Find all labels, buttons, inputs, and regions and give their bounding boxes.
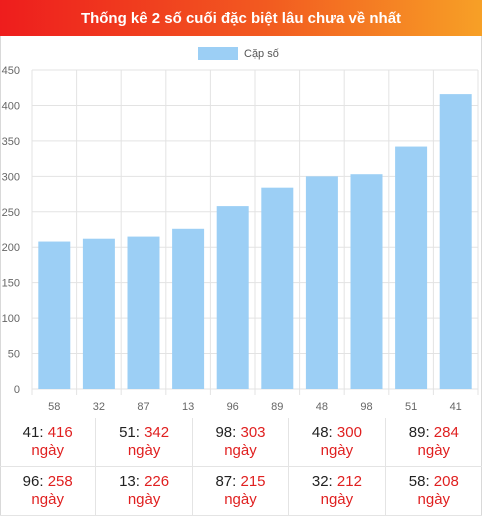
- y-tick-label: 100: [2, 313, 20, 325]
- table-cell: 89: 284 ngày: [385, 418, 482, 467]
- cell-line: 48: 300: [311, 424, 362, 441]
- bar-chart: 0 50 100 150 200 250 300 350 400 450 58 32 87 13 96 89 4…: [0, 36, 482, 418]
- y-tick-label: 350: [2, 136, 20, 148]
- y-tick-label: 150: [2, 278, 20, 290]
- y-tick-label: 200: [2, 242, 20, 254]
- bar: [127, 236, 160, 389]
- y-tick-label: 450: [2, 65, 20, 77]
- days-count: 342: [144, 424, 170, 441]
- days-unit: ngày: [417, 442, 451, 459]
- bar: [439, 94, 472, 389]
- pair-number: 51: [119, 424, 136, 441]
- days-count: 303: [240, 424, 266, 441]
- y-tick-label: 50: [8, 349, 20, 361]
- table-cell: 51: 342 ngày: [96, 418, 193, 467]
- cell-line: 87: 215: [215, 473, 266, 490]
- table-cell: 96: 258 ngày: [0, 467, 97, 516]
- days-count: 212: [336, 473, 362, 490]
- bar: [305, 176, 338, 389]
- cell-line: 98: 303: [215, 424, 266, 441]
- cell-line: 32: 212: [311, 473, 362, 490]
- cell-line: 13: 226: [119, 473, 170, 490]
- pair-number: 41: [22, 424, 40, 441]
- bar: [350, 174, 383, 389]
- days-unit: ngày: [31, 491, 64, 508]
- x-tick-label: 87: [137, 401, 149, 413]
- x-tick-label: 32: [93, 401, 105, 413]
- pair-number: 48: [311, 424, 329, 441]
- pair-number: 87: [215, 473, 233, 490]
- page-title: Thống kê 2 số cuối đặc biệt lâu chưa về …: [0, 0, 482, 36]
- legend-swatch: [198, 47, 238, 60]
- y-tick-label: 250: [2, 207, 20, 219]
- cell-line: 58: 208: [408, 473, 459, 490]
- x-tick-label: 48: [316, 401, 328, 413]
- bar: [82, 238, 115, 389]
- days-count: 258: [47, 473, 73, 490]
- days-unit: ngày: [127, 491, 161, 508]
- chart-svg: 0 50 100 150 200 250 300 350 400 450 58 32 87 13 96 89 4…: [2, 47, 479, 413]
- days-count: 300: [336, 424, 362, 441]
- days-count: 416: [47, 424, 73, 441]
- days-unit: ngày: [417, 491, 451, 508]
- x-tick-label: 13: [182, 401, 194, 413]
- days-count: 284: [433, 424, 459, 441]
- y-tick-label: 400: [2, 100, 20, 112]
- days-count: 208: [433, 473, 459, 490]
- days-unit: ngày: [320, 442, 354, 459]
- x-tick-label: 51: [405, 401, 417, 413]
- table-cell: 58: 208 ngày: [385, 467, 482, 516]
- bar: [172, 228, 205, 389]
- pair-number: 58: [408, 473, 426, 490]
- x-tick-label: 41: [450, 401, 462, 413]
- table-cell: 32: 212 ngày: [289, 467, 386, 516]
- table-cell: 41: 416 ngày: [0, 418, 97, 467]
- table-cell: 98: 303 ngày: [192, 418, 290, 467]
- days-unit: ngày: [224, 491, 257, 508]
- table-cell: 48: 300 ngày: [289, 418, 386, 467]
- stats-table: 41: 416 ngày 51: 342 ngày 98: 303 ngày 4…: [0, 418, 482, 516]
- cell-line: 41: 416: [22, 424, 73, 441]
- bar: [395, 146, 428, 389]
- bar: [38, 241, 71, 389]
- pair-number: 13: [119, 473, 136, 490]
- cell-line: 51: 342: [119, 424, 170, 441]
- legend-label: Cặp số: [244, 48, 279, 60]
- cell-line: 89: 284: [408, 424, 459, 441]
- days-unit: ngày: [320, 491, 354, 508]
- bar: [261, 187, 294, 389]
- y-tick-label: 0: [14, 384, 20, 396]
- pair-number: 96: [22, 473, 40, 490]
- pair-number: 89: [408, 424, 426, 441]
- cell-line: 96: 258: [22, 473, 73, 490]
- x-tick-label: 89: [271, 401, 283, 413]
- y-tick-label: 300: [2, 171, 20, 183]
- days-count: 215: [240, 473, 266, 490]
- days-unit: ngày: [31, 442, 64, 459]
- table-cell: 87: 215 ngày: [192, 467, 290, 516]
- days-unit: ngày: [127, 442, 161, 459]
- x-tick-label: 58: [48, 401, 60, 413]
- page-title-text: Thống kê 2 số cuối đặc biệt lâu chưa về …: [80, 9, 402, 27]
- bar: [216, 206, 249, 389]
- pair-number: 98: [215, 424, 233, 441]
- days-count: 226: [144, 473, 170, 490]
- x-tick-label: 98: [360, 401, 372, 413]
- days-unit: ngày: [224, 442, 257, 459]
- x-tick-label: 96: [227, 401, 239, 413]
- pair-number: 32: [311, 473, 329, 490]
- table-cell: 13: 226 ngày: [96, 467, 193, 516]
